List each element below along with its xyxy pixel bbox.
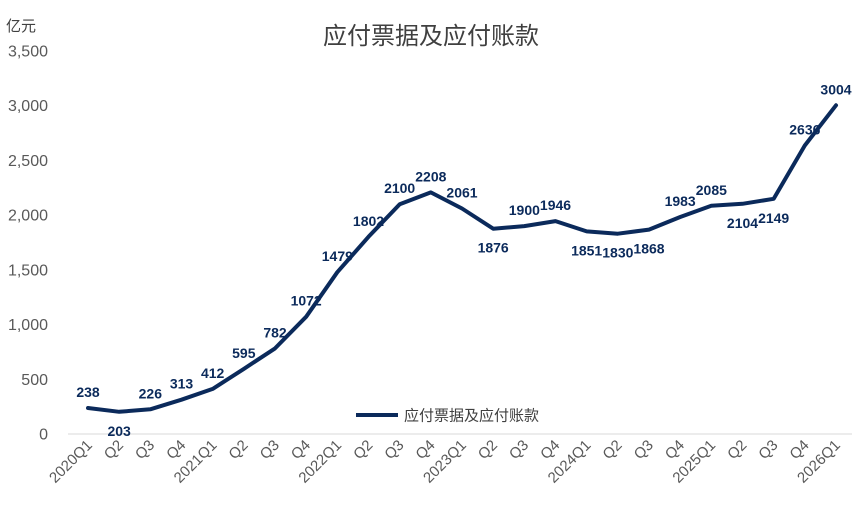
data-label: 2061 <box>446 184 477 200</box>
data-label: 2104 <box>727 215 758 231</box>
x-tick-label: Q3 <box>257 437 283 463</box>
data-label: 1983 <box>665 193 696 209</box>
data-label: 782 <box>263 324 287 340</box>
data-label: 313 <box>170 376 194 392</box>
data-label: 3004 <box>820 81 851 97</box>
data-label: 2085 <box>696 182 727 198</box>
x-tick-label: Q2 <box>101 437 127 463</box>
y-axis-unit-label: 亿元 <box>6 18 36 35</box>
y-tick-label: 0 <box>39 427 48 444</box>
data-label: 2636 <box>789 122 820 138</box>
x-tick-label: 2020Q1 <box>46 437 96 487</box>
data-label: 2100 <box>384 180 415 196</box>
y-tick-label: 1,500 <box>8 262 48 279</box>
y-tick-label: 3,000 <box>8 98 48 115</box>
data-label: 2149 <box>758 210 789 226</box>
legend: 应付票据及应付账款 <box>356 407 539 425</box>
x-tick-label: Q2 <box>350 437 376 463</box>
y-tick-label: 500 <box>21 372 48 389</box>
data-label: 203 <box>107 423 131 439</box>
data-label: 595 <box>232 345 256 361</box>
data-label: 1876 <box>478 240 509 256</box>
legend-label: 应付票据及应付账款 <box>404 407 539 425</box>
x-tick-label: Q3 <box>755 437 781 463</box>
data-label: 1900 <box>509 202 540 218</box>
x-tick-label: Q3 <box>631 437 657 463</box>
data-label: 2208 <box>415 168 446 184</box>
x-tick-label: Q2 <box>475 437 501 463</box>
x-tick-label: Q3 <box>381 437 407 463</box>
x-tick-label: Q2 <box>225 437 251 463</box>
x-tick-label: Q2 <box>599 437 625 463</box>
data-label: 226 <box>139 385 163 401</box>
data-label: 1868 <box>633 241 664 257</box>
y-tick-label: 2,500 <box>8 153 48 170</box>
chart-title: 应付票据及应付账款 <box>323 23 539 50</box>
data-label: 1946 <box>540 197 571 213</box>
data-label: 238 <box>76 384 100 400</box>
data-label: 1830 <box>602 245 633 261</box>
y-axis: 0 500 1,000 1,500 2,000 2,500 3,000 3,500 <box>8 44 48 444</box>
data-label: 412 <box>201 365 225 381</box>
x-tick-label: Q3 <box>506 437 532 463</box>
y-tick-label: 3,500 <box>8 44 48 61</box>
x-tick-label: Q2 <box>724 437 750 463</box>
data-label: 1802 <box>353 213 384 229</box>
series-line <box>86 103 838 414</box>
data-label: 1851 <box>571 242 602 258</box>
y-tick-label: 2,000 <box>8 208 48 225</box>
data-label: 1072 <box>291 293 322 309</box>
x-tick-label: Q3 <box>132 437 158 463</box>
y-tick-label: 1,000 <box>8 317 48 334</box>
data-label: 1479 <box>322 248 353 264</box>
